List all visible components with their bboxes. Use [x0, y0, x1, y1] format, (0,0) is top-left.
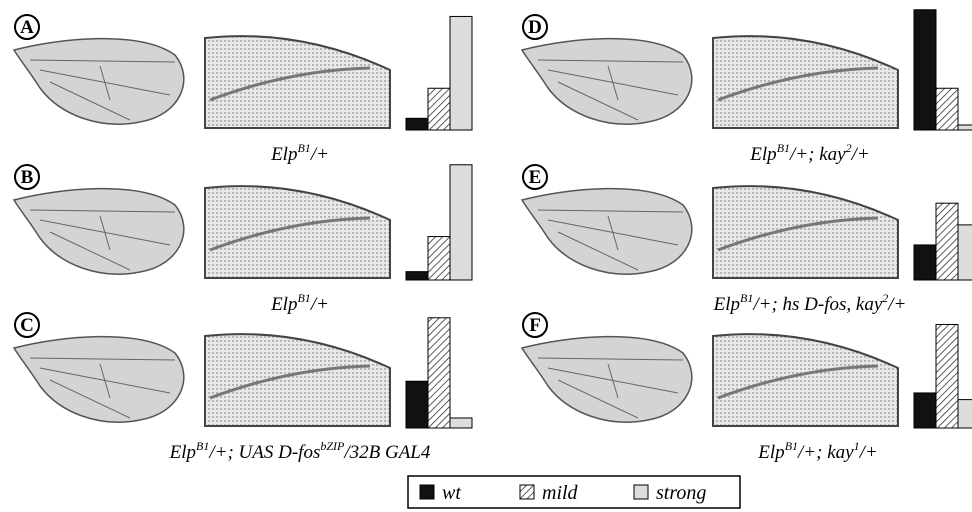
caption: ElpB1/+; UAS D-fosbZIP/32B GAL4 [169, 439, 431, 463]
panel-letter: A [20, 17, 34, 38]
panel-letter: E [529, 167, 542, 188]
legend-label: mild [542, 482, 579, 504]
bar [914, 10, 936, 130]
legend-label: wt [442, 482, 461, 504]
caption-sup: B1 [740, 291, 753, 305]
caption-sup: B1 [297, 291, 310, 305]
caption-text: /+; hs D-fos, kay [752, 294, 882, 315]
caption-text: /32B GAL4 [343, 442, 431, 463]
wing-zoom [713, 36, 898, 128]
bar [958, 225, 972, 280]
legend-swatch [420, 485, 434, 499]
caption-text: Elp [713, 294, 740, 315]
panel-letter: F [529, 315, 541, 336]
bar [936, 203, 958, 280]
bar [406, 272, 428, 280]
caption-sup: B1 [777, 141, 790, 155]
bar [450, 418, 472, 428]
bar [914, 393, 936, 428]
caption-sup: bZIP [320, 439, 345, 453]
panel-letter: C [20, 315, 34, 336]
bar [428, 88, 450, 130]
caption: ElpB1/+ [270, 291, 329, 315]
bar [428, 318, 450, 428]
caption-text: /+ [887, 294, 906, 315]
legend-swatch [520, 485, 534, 499]
caption-text: /+ [310, 144, 329, 165]
bar [936, 324, 958, 428]
bar [450, 16, 472, 130]
panel-letter: D [528, 17, 542, 38]
wing-zoom [713, 186, 898, 278]
caption: ElpB1/+; hs D-fos, kay2/+ [713, 291, 907, 315]
caption-text: /+; UAS D-fos [208, 442, 320, 463]
caption-sup: B1 [785, 439, 798, 453]
bar [958, 400, 972, 428]
caption: ElpB1/+; kay1/+ [757, 439, 877, 463]
caption: ElpB1/+; kay2/+ [749, 141, 869, 165]
caption-text: /+ [859, 442, 878, 463]
bar [958, 125, 972, 130]
caption-text: /+; kay [789, 144, 846, 165]
caption-sup: B1 [297, 141, 310, 155]
caption-text: /+ [851, 144, 870, 165]
caption-text: Elp [270, 144, 297, 165]
figure: AElpB1/+BElpB1/+CElpB1/+; UAS D-fosbZIP/… [0, 0, 972, 512]
bar [406, 381, 428, 428]
bar [936, 88, 958, 130]
bar [428, 237, 450, 280]
wing-zoom [205, 334, 390, 426]
caption-text: Elp [270, 294, 297, 315]
wing-zoom [205, 186, 390, 278]
panel-letter: B [21, 167, 34, 188]
bar [914, 245, 936, 280]
wing-zoom [713, 334, 898, 426]
caption: ElpB1/+ [270, 141, 329, 165]
caption-text: Elp [757, 442, 784, 463]
caption-text: /+ [310, 294, 329, 315]
wing-zoom [205, 36, 390, 128]
bar [406, 118, 428, 130]
caption-text: Elp [169, 442, 196, 463]
legend-label: strong [656, 482, 706, 504]
caption-sup: B1 [196, 439, 209, 453]
bar [450, 165, 472, 280]
legend-swatch [634, 485, 648, 499]
caption-text: /+; kay [797, 442, 854, 463]
caption-text: Elp [749, 144, 776, 165]
